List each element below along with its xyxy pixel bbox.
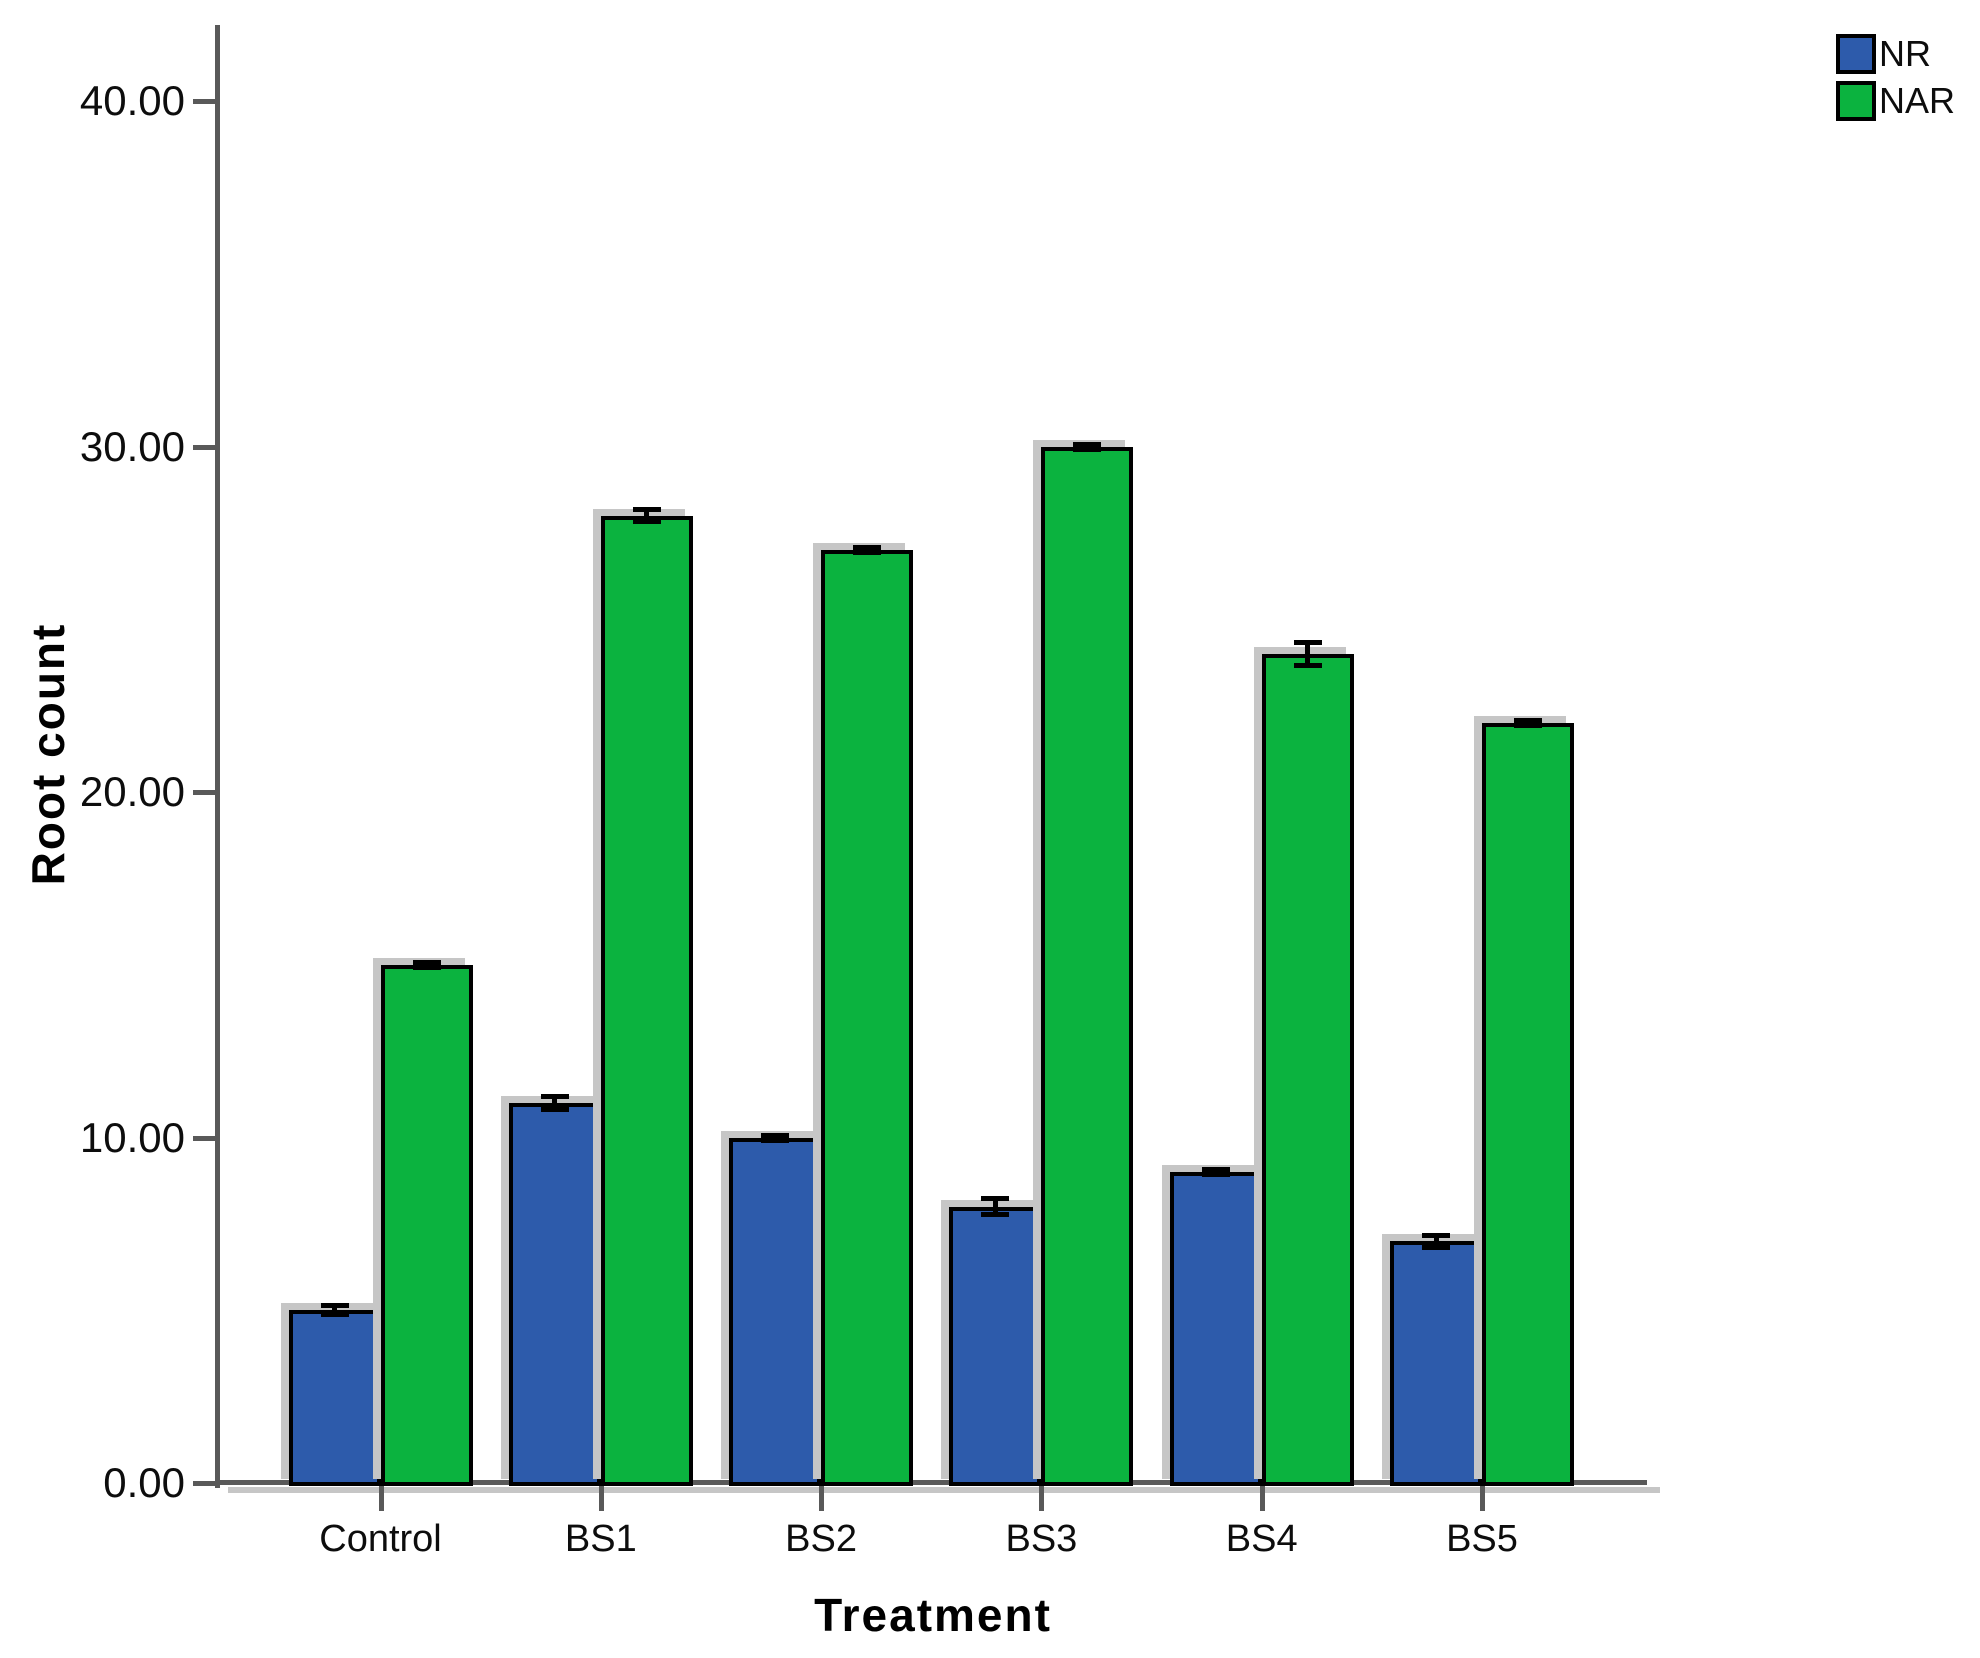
x-tick-label: BS5	[1446, 1518, 1518, 1560]
legend-item-nr: NR	[1836, 30, 1955, 77]
bar-nar-bs2	[821, 550, 914, 1486]
bar-nar-bs5	[1482, 722, 1574, 1486]
error-bar-cap-bottom	[1073, 446, 1102, 452]
x-axis-shadow	[228, 1487, 1660, 1493]
error-bar-cap-bottom	[540, 1106, 569, 1112]
bar-nar-bs4	[1261, 653, 1354, 1486]
y-tick-label: 30.00	[79, 422, 185, 470]
error-bar-nar-bs2	[853, 545, 882, 556]
bar-nr-bs3	[949, 1206, 1042, 1486]
error-bar-stem	[332, 1303, 337, 1318]
bar-nar-bs3	[1041, 446, 1134, 1486]
error-bar-cap-bottom	[412, 964, 441, 970]
bar-nr-bs1	[508, 1102, 601, 1486]
error-bar-cap-bottom	[632, 519, 661, 525]
legend-item-nar: NAR	[1836, 77, 1955, 124]
y-tick	[193, 444, 215, 450]
y-tick-label: 10.00	[79, 1113, 185, 1161]
x-tick	[1039, 1485, 1045, 1511]
error-bar-stem	[644, 506, 650, 525]
y-tick	[193, 1135, 215, 1141]
nr-legend-swatch-icon	[1836, 33, 1876, 74]
x-axis-line	[215, 1480, 1647, 1485]
error-bar-nr-bs1	[540, 1094, 569, 1112]
error-bar-nar-control	[412, 959, 441, 970]
x-tick	[1259, 1485, 1265, 1511]
error-bar-stem	[552, 1094, 558, 1112]
error-bar-nar-bs5	[1514, 717, 1542, 728]
x-tick-label: Control	[319, 1518, 442, 1560]
error-bar-cap-bottom	[853, 550, 882, 556]
error-bar-cap-bottom	[1514, 722, 1542, 728]
error-bar-cap-bottom	[1293, 662, 1322, 668]
error-bar-nr-bs4	[1201, 1167, 1230, 1178]
nar-legend-swatch-icon	[1836, 80, 1876, 121]
y-tick-label: 20.00	[79, 768, 185, 815]
error-bar-cap-bottom	[761, 1137, 790, 1143]
bar-nr-control	[288, 1310, 381, 1486]
error-bar-nr-bs3	[981, 1196, 1010, 1217]
y-tick	[193, 99, 215, 104]
bar-nr-bs2	[729, 1137, 822, 1486]
y-axis-line	[215, 25, 220, 1488]
y-tick-label: 40.00	[79, 77, 185, 124]
bar-nr-bs4	[1169, 1172, 1262, 1486]
y-tick	[193, 1481, 215, 1486]
error-bar-stem	[992, 1196, 998, 1217]
error-bar-nr-bs5	[1422, 1232, 1450, 1250]
error-bar-stem	[1433, 1232, 1439, 1250]
legend-label-nar: NAR	[1879, 79, 1956, 121]
x-tick-label: BS1	[564, 1518, 637, 1560]
error-bar-nr-bs2	[761, 1132, 790, 1143]
x-tick	[598, 1485, 604, 1511]
error-bar-nar-bs1	[632, 506, 661, 525]
x-axis-title: Treatment	[814, 1589, 1052, 1641]
error-bar-cap-bottom	[1422, 1244, 1450, 1250]
bar-nr-bs5	[1390, 1241, 1482, 1486]
error-bar-nar-bs3	[1073, 441, 1102, 452]
error-bar-stem	[1305, 639, 1311, 668]
x-tick	[378, 1485, 384, 1511]
error-bar-nr-control	[320, 1303, 349, 1318]
y-tick-label: 0.00	[103, 1459, 185, 1506]
error-bar-cap-bottom	[1201, 1172, 1230, 1178]
x-tick	[1480, 1485, 1485, 1511]
legend: NR NAR	[1836, 30, 1955, 124]
bar-nar-control	[380, 964, 473, 1486]
error-bar-cap-bottom	[981, 1211, 1010, 1217]
bar-nar-bs1	[600, 515, 693, 1486]
error-bar-cap-bottom	[320, 1312, 349, 1318]
y-tick	[193, 790, 215, 795]
x-tick-label: BS3	[1005, 1518, 1078, 1560]
x-tick-label: BS2	[785, 1518, 857, 1560]
x-tick-label: BS4	[1225, 1518, 1298, 1560]
legend-label-nr: NR	[1879, 32, 1931, 74]
error-bar-nar-bs4	[1293, 639, 1322, 668]
x-tick	[819, 1485, 825, 1511]
